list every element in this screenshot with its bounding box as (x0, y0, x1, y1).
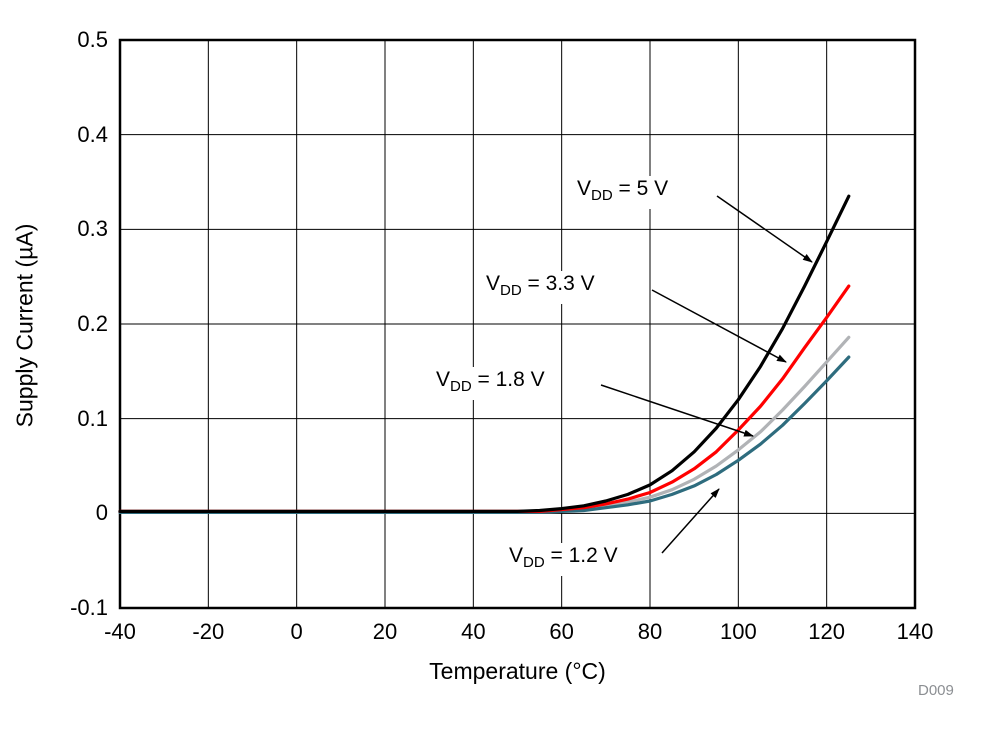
y-tick-label: 0.4 (77, 121, 108, 147)
annotation-label-subscript: DD (591, 187, 613, 205)
x-tick-label: 20 (372, 619, 398, 644)
x-tick-label: -20 (192, 619, 225, 644)
y-tick-label: 0.1 (77, 405, 108, 431)
series-line-vdd-5v (118, 194, 851, 513)
x-tick-label: 100 (719, 619, 757, 644)
y-tick-label: 0.2 (77, 311, 108, 336)
annotation-label-subscript: DD (523, 554, 545, 572)
annotation-arrow-vdd-1p8v (600, 384, 754, 437)
annotation-label-vdd-3p3v: VDD = 3.3 V (484, 271, 597, 305)
series-line-vdd-1p8v (118, 335, 851, 515)
annotation-label-vdd-1p2v: VDD = 1.2 V (507, 543, 620, 577)
x-axis-label: Temperature (°C) (429, 658, 606, 684)
y-axis-label: Supply Current (µA) (11, 223, 38, 428)
annotation-arrow-vdd-5v (716, 195, 813, 263)
y-tick-label: 0.3 (77, 216, 108, 242)
x-tick-label: 80 (637, 619, 663, 644)
plot-frame (118, 38, 917, 610)
y-tick-label: 0 (95, 500, 108, 526)
x-tick-label: 60 (549, 619, 574, 644)
y-tick-label: 0.5 (77, 27, 108, 52)
annotation-label-subscript: DD (500, 282, 522, 300)
annotation-label-vdd-1p8v: VDD = 1.8 V (434, 367, 547, 401)
x-tick-label: 40 (461, 619, 486, 644)
x-tick-label: -40 (104, 619, 136, 644)
annotation-arrow-vdd-1p2v (661, 488, 720, 554)
x-tick-label: 0 (290, 619, 303, 644)
figure-id-label: D009 (918, 682, 954, 699)
x-tick-label: 140 (896, 619, 934, 644)
annotation-arrow-vdd-3p3v (651, 289, 787, 363)
x-tick-label: 120 (808, 619, 846, 644)
annotation-label-subscript: DD (450, 378, 472, 396)
annotation-label-vdd-5v: VDD = 5 V (575, 176, 671, 210)
y-tick-label: -0.1 (70, 595, 108, 620)
